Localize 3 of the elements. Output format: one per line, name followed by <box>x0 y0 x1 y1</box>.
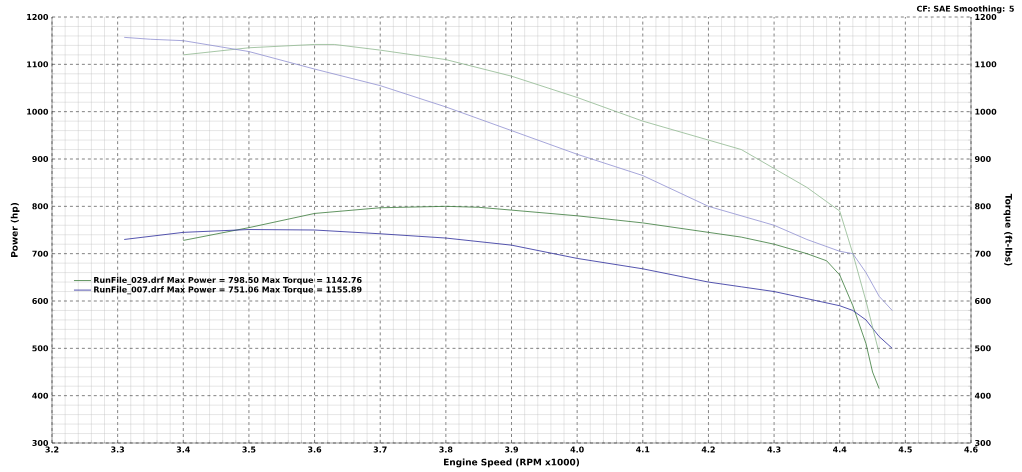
y2-axis-title: Torque (ft-lbs) <box>1003 193 1013 266</box>
x-axis-title: Engine Speed (RPM x1000) <box>444 458 580 468</box>
y-axis-title: Power (hp) <box>10 202 20 257</box>
